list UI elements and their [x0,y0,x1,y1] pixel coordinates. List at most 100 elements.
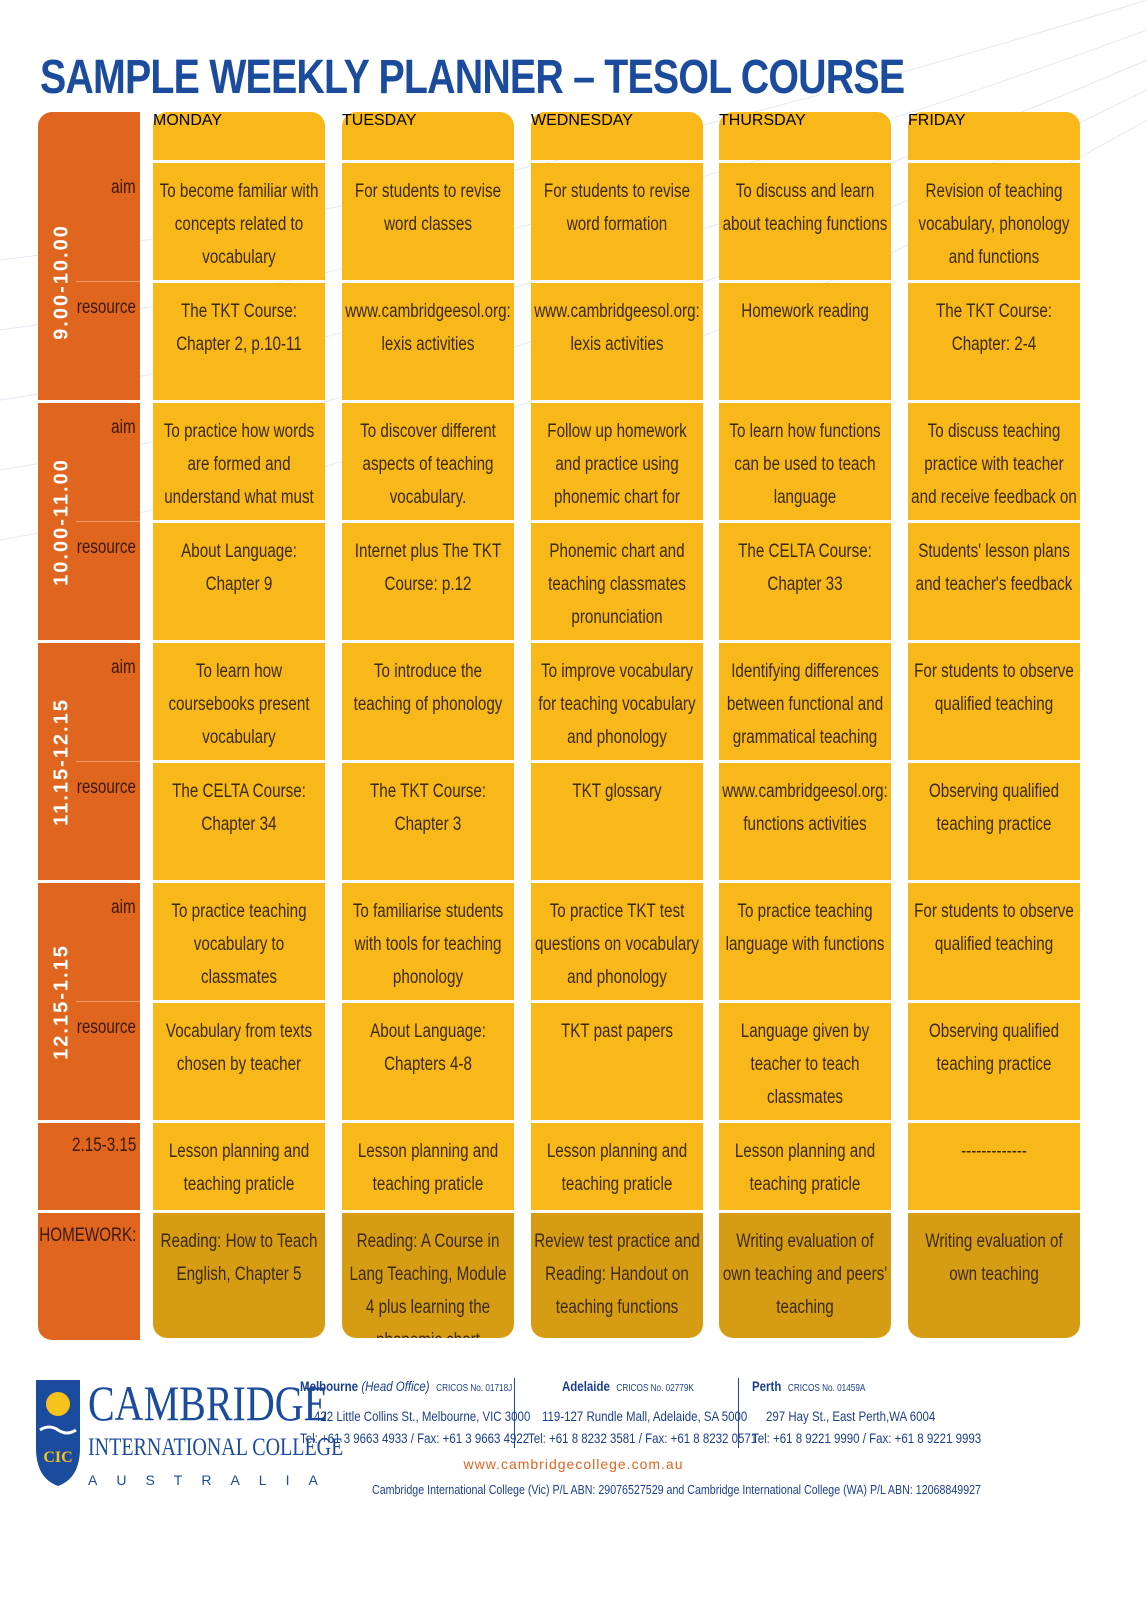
cell-text: www.cambridgeesol.org: lexis activities [345,301,511,355]
cell: Follow up homework and practice using ph… [531,403,703,520]
row-divider [76,521,140,522]
day-name: WEDNESDAY [531,112,633,129]
cell-text: The CELTA Course: Chapter 33 [738,541,872,595]
cell: About Language: Chapters 4-8 [342,1003,514,1120]
cell-text: www.cambridgeesol.org: functions activit… [722,781,888,835]
cell: To practice TKT test questions on vocabu… [531,883,703,1000]
cell: Writing evaluation of own teaching and p… [719,1213,891,1338]
abn: Cambridge International College (Vic) P/… [372,1482,981,1497]
cell-text: Review test practice and Reading: Handou… [534,1231,700,1318]
cell: www.cambridgeesol.org: functions activit… [719,763,891,880]
row-label: aim [111,417,137,438]
cell-text: To discover different aspects of teachin… [360,421,496,508]
cell-text: For students to observe qualified teachi… [914,661,1074,715]
block-divider [38,640,140,643]
cell: The TKT Course: Chapter 3 [342,763,514,880]
cell: To familiarise students with tools for t… [342,883,514,1000]
cell-text: To practice how words are formed and und… [163,421,315,508]
cell: Reading: A Course in Lang Teaching, Modu… [342,1213,514,1338]
day-name: FRIDAY [908,112,966,129]
cell-text: To discuss teaching practice with teache… [911,421,1077,508]
cell: To become familiar with concepts related… [153,163,325,280]
day-header: MONDAY [153,112,325,160]
logo-country: AUSTRALIA [88,1472,337,1488]
cell: Review test practice and Reading: Handou… [531,1213,703,1338]
cell: Revision of teaching vocabulary, phonolo… [908,163,1080,280]
cell: The CELTA Course: Chapter 33 [719,523,891,640]
cell-text: The TKT Course: Chapter 3 [369,781,487,835]
office-city: Adelaide [562,1378,610,1394]
cell-text: Reading: How to Teach English, Chapter 5 [160,1231,318,1285]
cell: To improve vocabulary for teaching vocab… [531,643,703,760]
cell-text: Observing qualified teaching practice [928,1021,1060,1075]
row-label: resource [76,777,136,798]
time-label: 12.15-1.15 [50,943,73,1060]
office-phone: Tel: +61 8 8232 3581 / Fax: +61 8 8232 0… [528,1430,758,1446]
block-divider [38,1210,140,1213]
cell-text: Homework reading [741,301,869,322]
cell-text: The TKT Course: Chapter 2, p.10-11 [176,301,302,355]
cell-text: To practice teaching vocabulary to class… [171,901,307,988]
cell-text: Internet plus The TKT Course: p.12 [354,541,502,595]
cell: For students to observe qualified teachi… [908,643,1080,760]
cell-text: To learn how functions can be used to te… [729,421,881,508]
row-label: aim [111,657,137,678]
cell-text: Identifying differences between function… [726,661,884,748]
office-city: Perth [752,1378,782,1394]
cell: Observing qualified teaching practice [908,763,1080,880]
cell-text: Language given by teacher to teach class… [740,1021,870,1108]
row-label: resource [76,297,136,318]
cell: The CELTA Course: Chapter 34 [153,763,325,880]
office-phone: Tel: +61 3 9663 4933 / Fax: +61 3 9663 4… [300,1430,530,1446]
day-name: MONDAY [153,112,223,129]
cell-text: To familiarise students with tools for t… [352,901,504,988]
cell: Identifying differences between function… [719,643,891,760]
cell: For students to observe qualified teachi… [908,883,1080,1000]
cell-text: To practice TKT test questions on vocabu… [535,901,699,988]
office-heading: Melbourne (Head Office) CRICOS No. 01718J [300,1378,512,1394]
cell-text: Lesson planning and teaching praticle [734,1141,876,1195]
cell-text: About Language: Chapters 4-8 [370,1021,486,1075]
cell: The TKT Course: Chapter: 2-4 [908,283,1080,400]
day-header: TUESDAY [342,112,514,160]
cell-text: For students to revise word classes [354,181,502,235]
cell-text: Writing evaluation of own teaching [925,1231,1063,1285]
cell-text: The CELTA Course: Chapter 34 [172,781,306,835]
cell: To practice teaching language with funct… [719,883,891,1000]
cell: Lesson planning and teaching praticle [153,1123,325,1210]
day-name: THURSDAY [719,112,806,129]
cell: To introduce the teaching of phonology [342,643,514,760]
cell: Phonemic chart and teaching classmates p… [531,523,703,640]
cell: www.cambridgeesol.org: lexis activities [342,283,514,400]
row-label: aim [111,897,137,918]
cell: Students' lesson plans and teacher's fee… [908,523,1080,640]
title: SAMPLE WEEKLY PLANNER – TESOL COURSE [40,51,905,104]
cell: Language given by teacher to teach class… [719,1003,891,1120]
block-divider [38,1120,140,1123]
cell: Lesson planning and teaching praticle [531,1123,703,1210]
row-label: resource [76,537,136,558]
office-address: 119-127 Rundle Mall, Adelaide, SA 5000 [542,1408,748,1424]
cell-text: To practice teaching language with funct… [725,901,885,955]
cell-text: www.cambridgeesol.org: lexis activities [534,301,700,355]
website: www.cambridgecollege.com.au [463,1456,684,1472]
cell: The TKT Course: Chapter 2, p.10-11 [153,283,325,400]
cell-text: Lesson planning and teaching praticle [357,1141,499,1195]
planner: MONDAY TUESDAY WEDNESDAY THURSDAY FRIDAY To b… [38,112,1080,1340]
cell: To learn how functions can be used to te… [719,403,891,520]
cell: To discuss teaching practice with teache… [908,403,1080,520]
cell-text: Revision of teaching vocabulary, phonolo… [918,181,1070,268]
cell: To practice how words are formed and und… [153,403,325,520]
office-address: 422 Little Collins St., Melbourne, VIC 3… [314,1408,531,1424]
cell-text: Follow up homework and practice using ph… [547,421,687,508]
cell: TKT glossary [531,763,703,880]
cell: For students to revise word classes [342,163,514,280]
cell: To learn how coursebooks present vocabul… [153,643,325,760]
cell-text: To discuss and learn about teaching func… [722,181,888,235]
cell-text: Phonemic chart and teaching classmates p… [548,541,686,628]
cell: Observing qualified teaching practice [908,1003,1080,1120]
day-name: TUESDAY [342,112,417,129]
time-label: 10.00-11.00 [50,457,73,586]
cell-text: TKT glossary [572,781,662,802]
